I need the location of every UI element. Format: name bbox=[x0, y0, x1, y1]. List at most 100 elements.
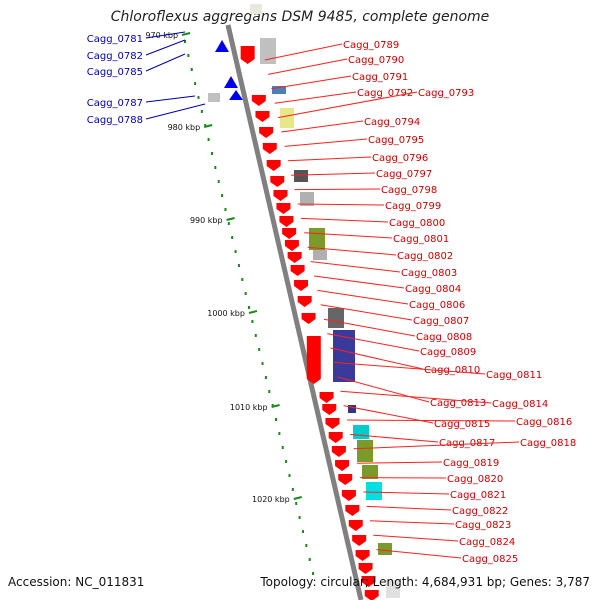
right-gene-leader bbox=[353, 441, 520, 450]
scale-tick-dot bbox=[194, 82, 197, 85]
scale-major-tick bbox=[226, 217, 235, 221]
feature-block bbox=[333, 330, 355, 382]
left-gene-leader bbox=[145, 95, 196, 103]
scale-tick-dot bbox=[268, 390, 271, 393]
scale-major-tick bbox=[271, 404, 280, 408]
right-gene-leader bbox=[369, 520, 455, 525]
right-gene-label: Cagg_0816 bbox=[516, 417, 572, 428]
right-gene-leader bbox=[287, 156, 372, 162]
forward-gene-arrow bbox=[294, 280, 309, 291]
right-gene-label: Cagg_0814 bbox=[492, 399, 548, 410]
right-gene-label: Cagg_0802 bbox=[397, 251, 453, 262]
right-gene-leader bbox=[281, 120, 364, 133]
forward-gene-arrow bbox=[259, 127, 274, 138]
right-gene-leader bbox=[271, 75, 352, 90]
feature-block bbox=[272, 86, 286, 94]
forward-gene-arrow bbox=[270, 176, 285, 187]
scale-tick-dot bbox=[224, 208, 227, 211]
scale-tick-dot bbox=[234, 250, 237, 253]
right-gene-label: Cagg_0824 bbox=[459, 537, 515, 548]
left-gene-leader bbox=[145, 39, 186, 56]
right-gene-label: Cagg_0792 bbox=[357, 88, 413, 99]
accession-text: Accession: NC_011831 bbox=[8, 575, 145, 589]
right-gene-label: Cagg_0790 bbox=[348, 55, 404, 66]
forward-gene-arrow bbox=[240, 46, 255, 64]
forward-gene-arrow bbox=[276, 203, 291, 214]
feature-block bbox=[260, 38, 276, 64]
right-gene-label: Cagg_0803 bbox=[401, 268, 457, 279]
right-gene-leader bbox=[277, 91, 418, 119]
scale-tick-dot bbox=[275, 418, 277, 421]
forward-gene-arrow bbox=[290, 265, 305, 276]
right-gene-label: Cagg_0811 bbox=[486, 370, 542, 381]
reverse-gene-arrow bbox=[229, 90, 243, 100]
feature-block bbox=[294, 170, 308, 182]
right-gene-label: Cagg_0825 bbox=[462, 554, 518, 565]
scale-tick-dot bbox=[295, 502, 298, 505]
right-gene-leader bbox=[304, 232, 393, 239]
scale-tick-dot bbox=[291, 488, 294, 491]
right-gene-leader bbox=[346, 419, 516, 422]
forward-gene-arrow bbox=[338, 474, 353, 485]
scale-tick-dot bbox=[298, 516, 301, 519]
right-gene-label: Cagg_0822 bbox=[452, 506, 508, 517]
forward-gene-arrow bbox=[335, 460, 350, 471]
scale-tick-dot bbox=[248, 306, 251, 309]
feature-block bbox=[348, 405, 356, 413]
right-gene-label: Cagg_0793 bbox=[418, 88, 474, 99]
forward-gene-arrow bbox=[273, 190, 288, 201]
scale-tick-dot bbox=[301, 530, 304, 533]
feature-block bbox=[353, 425, 369, 439]
scale-label: 1010 kbp bbox=[230, 403, 268, 412]
right-gene-leader bbox=[323, 318, 416, 337]
right-gene-leader bbox=[264, 43, 343, 61]
forward-gene-arrow bbox=[325, 418, 340, 429]
left-gene-label: Cagg_0787 bbox=[87, 98, 143, 109]
forward-gene-arrow bbox=[355, 550, 370, 561]
scale-tick-dot bbox=[231, 236, 234, 239]
feature-block bbox=[280, 108, 294, 128]
right-gene-label: Cagg_0800 bbox=[389, 218, 445, 229]
scale-tick-dot bbox=[278, 432, 281, 435]
scale-tick-dot bbox=[204, 124, 207, 127]
left-gene-label: Cagg_0781 bbox=[87, 34, 143, 45]
right-gene-label: Cagg_0813 bbox=[430, 398, 486, 409]
scale-tick-dot bbox=[221, 194, 224, 197]
feature-block bbox=[328, 308, 344, 328]
scale-major-tick bbox=[181, 32, 191, 36]
forward-gene-arrow bbox=[255, 111, 270, 122]
feature-block bbox=[250, 4, 262, 14]
scale-tick-dot bbox=[210, 152, 213, 155]
right-gene-label: Cagg_0804 bbox=[405, 284, 461, 295]
right-gene-label: Cagg_0815 bbox=[434, 419, 490, 430]
forward-gene-arrow bbox=[279, 216, 294, 227]
scale-tick-dot bbox=[251, 320, 254, 323]
right-gene-label: Cagg_0807 bbox=[413, 316, 469, 327]
right-gene-label: Cagg_0808 bbox=[416, 332, 472, 343]
scale-tick-dot bbox=[254, 334, 257, 337]
right-gene-leader bbox=[284, 138, 368, 147]
right-gene-label: Cagg_0789 bbox=[343, 40, 399, 51]
right-gene-leader bbox=[268, 58, 348, 75]
right-gene-leader bbox=[297, 203, 385, 206]
scale-tick-dot bbox=[285, 460, 288, 463]
right-gene-leader bbox=[307, 246, 397, 256]
right-gene-leader bbox=[356, 461, 443, 464]
right-gene-leader bbox=[330, 347, 424, 370]
forward-gene-arrow bbox=[262, 143, 277, 154]
forward-gene-arrow bbox=[348, 520, 363, 531]
right-gene-label: Cagg_0801 bbox=[393, 234, 449, 245]
genome-backbone-line bbox=[225, 24, 364, 600]
forward-gene-arrow bbox=[322, 404, 337, 415]
left-gene-label: Cagg_0782 bbox=[87, 51, 143, 62]
right-gene-leader bbox=[314, 275, 405, 289]
forward-gene-arrow bbox=[352, 535, 367, 546]
right-gene-leader bbox=[317, 289, 409, 305]
scale-tick-dot bbox=[217, 180, 220, 183]
feature-block bbox=[309, 228, 325, 250]
right-gene-label: Cagg_0798 bbox=[381, 185, 437, 196]
forward-gene-arrow bbox=[297, 296, 312, 307]
right-gene-leader bbox=[274, 91, 357, 104]
forward-gene-arrow bbox=[345, 505, 360, 516]
